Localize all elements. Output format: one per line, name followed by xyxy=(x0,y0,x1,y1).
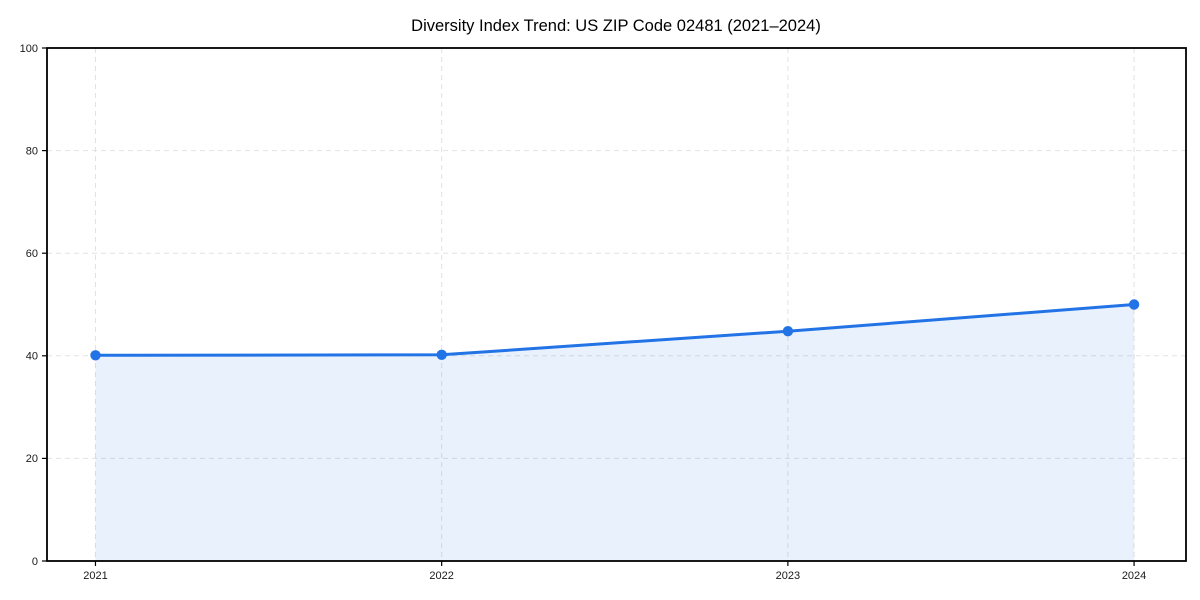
y-tick-label: 40 xyxy=(26,351,38,363)
trend-line xyxy=(94,303,1136,357)
x-tick-label: 2021 xyxy=(83,570,107,582)
x-tick-label: 2024 xyxy=(1122,570,1146,582)
plot-border xyxy=(46,47,1187,562)
y-tick-label: 20 xyxy=(26,453,38,465)
x-tick-label: 2023 xyxy=(776,570,800,582)
y-tick-label: 100 xyxy=(20,43,38,55)
area-fill xyxy=(95,304,1135,561)
axes: 0 20 40 60 80 100 2021 2022 2023 2024 xyxy=(20,43,1187,582)
x-tick-label: 2022 xyxy=(429,570,453,582)
data-point-marker xyxy=(1128,299,1140,310)
data-point-marker xyxy=(782,326,794,337)
data-point-marker xyxy=(436,349,447,360)
chart-title: Diversity Index Trend: US ZIP Code 02481… xyxy=(411,17,821,35)
data-point-marker xyxy=(90,350,101,361)
y-tick-label: 0 xyxy=(32,556,38,568)
data-series xyxy=(90,299,1140,561)
y-tick-label: 60 xyxy=(26,248,38,260)
y-tick-label: 80 xyxy=(26,145,38,157)
